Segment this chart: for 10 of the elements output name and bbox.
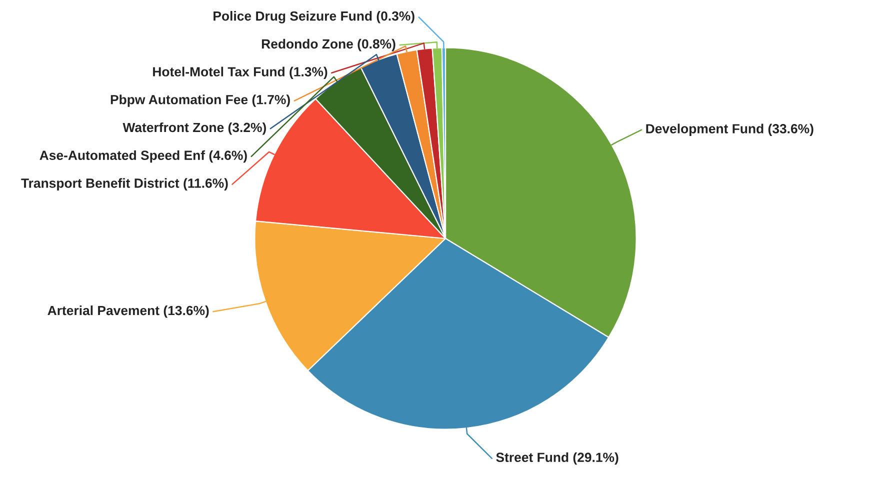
slice-label: Street Fund (29.1%) [496,452,618,465]
slice-label: Police Drug Seizure Fund (0.3%) [214,11,414,24]
slice-label: Arterial Pavement (13.6%) [48,305,209,318]
slice-label: Waterfront Zone (3.2%) [122,122,266,135]
slice-label: Ase-Automated Speed Enf (4.6%) [40,150,247,163]
slice-label: Development Fund (33.6%) [646,124,814,136]
slice-label: Hotel-Motel Tax Fund (1.3%) [153,66,328,80]
slice-label: Redondo Zone (0.8%) [262,38,396,52]
slice-label: Transport Benefit District (11.6%) [21,178,228,190]
slice-label: Pbpw Automation Fee (1.7%) [110,94,290,107]
